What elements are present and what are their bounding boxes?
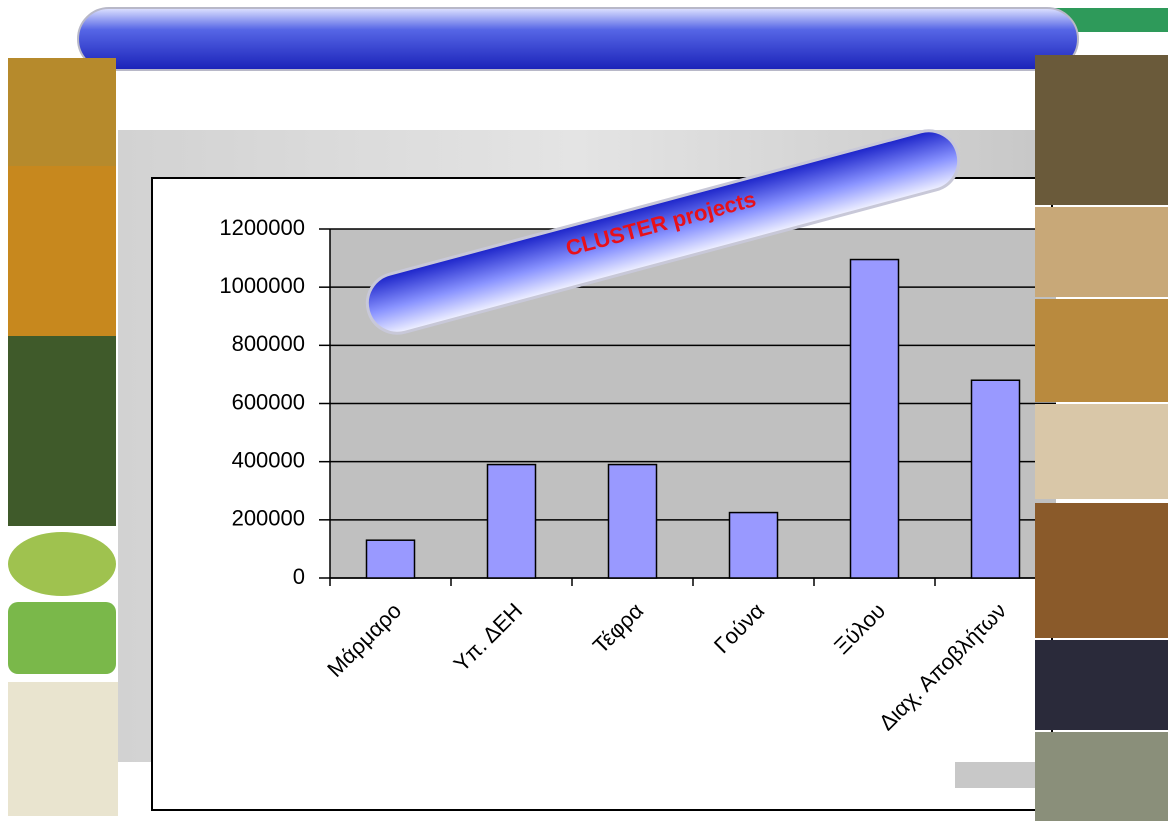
bar xyxy=(849,258,900,579)
sustainability-badge xyxy=(8,532,116,596)
bar xyxy=(365,539,416,579)
y-tick-label: 400000 xyxy=(232,447,305,472)
y-tick-label: 200000 xyxy=(232,506,305,531)
green-thinking-badge xyxy=(8,602,116,674)
bar xyxy=(728,511,779,579)
photo-roof xyxy=(1035,640,1168,730)
photo-plant xyxy=(8,682,118,816)
photo-plywood xyxy=(1035,299,1168,402)
y-tick-label: 0 xyxy=(293,564,305,589)
photo-bent-wood xyxy=(1035,404,1168,499)
photo-stadium xyxy=(1035,732,1168,821)
footer-block xyxy=(955,762,1035,788)
photo-autumn xyxy=(8,58,116,166)
photo-waterfall xyxy=(8,336,116,526)
y-tick-label: 600000 xyxy=(232,389,305,414)
bar xyxy=(607,463,658,579)
bar xyxy=(970,379,1021,579)
photo-logs xyxy=(1035,55,1168,205)
title-banner xyxy=(77,7,1079,71)
y-tick-label: 1000000 xyxy=(219,273,305,298)
y-tick-label: 800000 xyxy=(232,331,305,356)
photo-forest xyxy=(8,166,116,336)
bar xyxy=(486,463,537,579)
y-tick-label: 1200000 xyxy=(219,215,305,240)
photo-building xyxy=(1035,503,1168,638)
pill-shape xyxy=(365,129,961,335)
photo-panels xyxy=(1035,207,1168,297)
